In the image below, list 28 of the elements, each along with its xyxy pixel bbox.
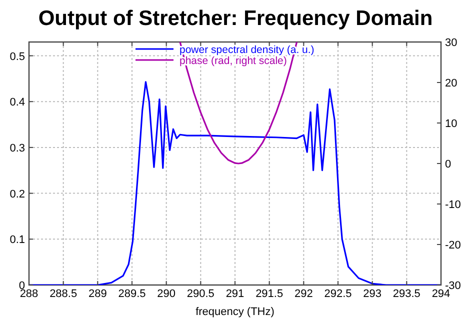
x-tick-label: 294 [432, 288, 450, 300]
y-tick-label: 0.2 [10, 188, 25, 200]
x-tick-label: 290 [157, 288, 176, 300]
x-tick-label: 289.5 [118, 288, 146, 300]
x-tick-label: 293 [363, 288, 382, 300]
x-tick-label: 291 [226, 288, 244, 300]
x-tick-label: 292 [294, 288, 313, 300]
y-tick-label: 0.1 [10, 234, 25, 246]
y2-tick-label: -10 [445, 199, 461, 211]
line-series [29, 81, 441, 285]
x-tick-label: 291.5 [256, 288, 284, 300]
y-tick-label: 0.4 [10, 96, 25, 109]
x-tick-label: 293.5 [392, 288, 420, 300]
x-tick-label: 290.5 [186, 288, 214, 300]
x-tick-label: 288 [20, 288, 38, 300]
y2-tick-label: 30 [445, 37, 458, 49]
x-tick-label: 288.5 [50, 288, 78, 300]
y2-tick-label: 10 [445, 118, 458, 130]
line-series [179, 42, 298, 164]
y2-tick-label: 20 [445, 78, 458, 90]
x-tick-label: 289 [88, 288, 107, 300]
y2-tick-label: -20 [445, 240, 461, 252]
chart-title: Output of Stretcher: Frequency Domain [38, 7, 433, 30]
y-tick-label: 0.3 [10, 142, 25, 154]
y2-tick-label: 0 [445, 158, 452, 170]
y-tick-label: 0.5 [10, 50, 25, 63]
x-tick-label: 292.5 [324, 288, 352, 300]
x-axis-title: frequency (THz) [196, 306, 274, 318]
